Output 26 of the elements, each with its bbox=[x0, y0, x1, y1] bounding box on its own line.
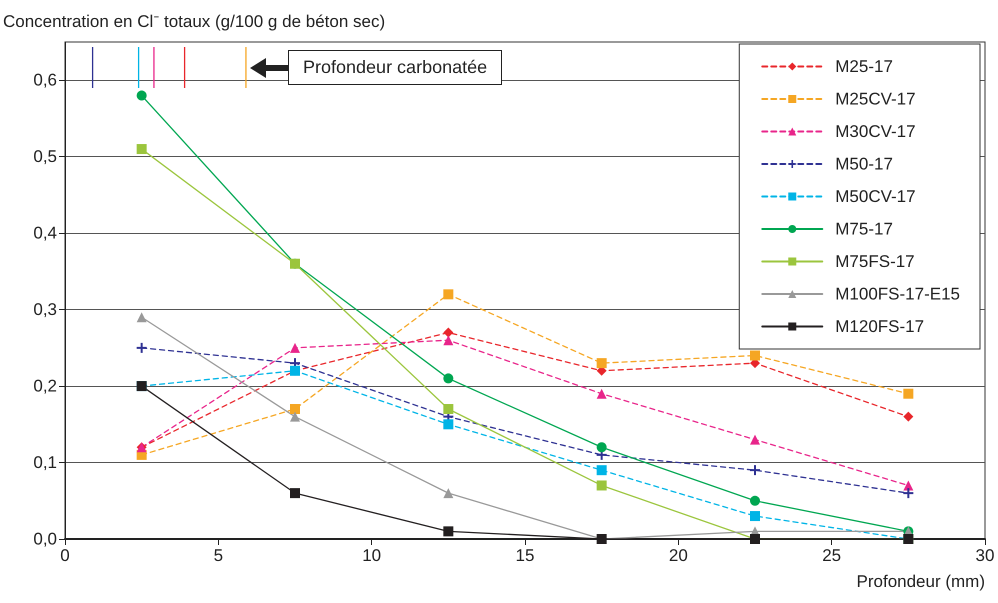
x-tick-label: 15 bbox=[516, 546, 534, 565]
legend-label: M25CV-17 bbox=[835, 90, 916, 108]
legend-label: M50CV-17 bbox=[835, 187, 916, 206]
y-tick-label: 0,0 bbox=[33, 530, 57, 548]
legend-label: M30CV-17 bbox=[835, 122, 916, 141]
x-tick-label: 0 bbox=[60, 546, 70, 565]
x-axis-title: Profondeur (mm) bbox=[856, 572, 985, 591]
legend-label: M100FS-17-E15 bbox=[835, 284, 960, 304]
annotation: Profondeur carbonatée bbox=[288, 50, 502, 85]
legend-label: M25-17 bbox=[835, 57, 893, 76]
y-tick-label: 0,3 bbox=[33, 300, 57, 320]
y-tick-label: 0,2 bbox=[33, 376, 57, 396]
legend-label: M50-17 bbox=[835, 154, 893, 174]
y-tick-label: 0,1 bbox=[33, 453, 57, 472]
y-tick-label: 0,4 bbox=[33, 224, 57, 243]
x-tick-label: 30 bbox=[976, 546, 994, 565]
legend-label: M120FS-17 bbox=[835, 317, 924, 336]
x-tick-label: 25 bbox=[822, 546, 842, 565]
x-tick-label: 10 bbox=[362, 546, 382, 565]
x-tick-label: 5 bbox=[214, 546, 224, 565]
x-tick-label: 20 bbox=[668, 546, 688, 565]
legend-label: M75-17 bbox=[835, 220, 893, 238]
y-tick-label: 0,6 bbox=[33, 70, 57, 90]
y-tick-label: 0,5 bbox=[33, 147, 57, 166]
y-axis-title: Concentration en Cl⁻ totaux (g/100 g de béton sec) bbox=[3, 12, 386, 31]
legend-label: M75FS-17 bbox=[835, 252, 915, 271]
